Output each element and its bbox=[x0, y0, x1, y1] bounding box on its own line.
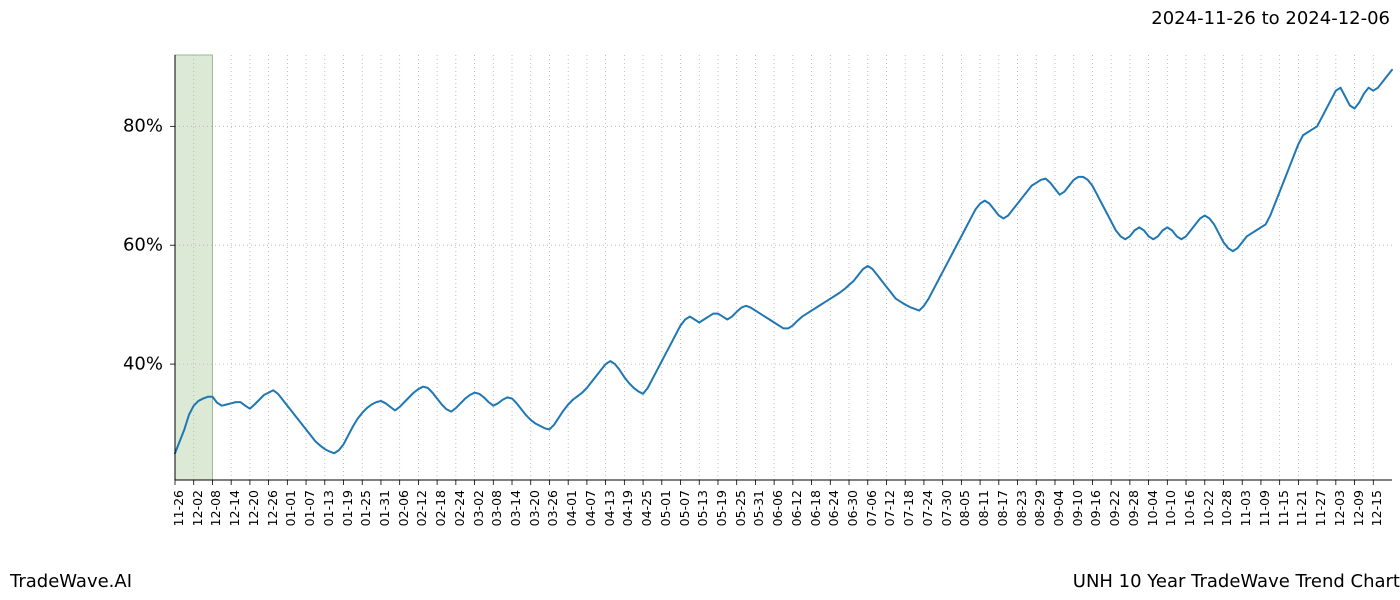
x-tick-label: 10-16 bbox=[1182, 490, 1197, 526]
x-tick-label: 10-04 bbox=[1145, 490, 1160, 526]
x-tick-label: 04-19 bbox=[620, 490, 635, 526]
x-tick-label: 03-14 bbox=[508, 490, 523, 526]
x-tick-label: 02-18 bbox=[433, 490, 448, 526]
x-tick-label: 11-27 bbox=[1313, 490, 1328, 526]
x-tick-label: 03-08 bbox=[489, 490, 504, 526]
x-tick-label: 06-18 bbox=[808, 490, 823, 526]
x-tick-label: 05-31 bbox=[751, 490, 766, 526]
x-tick-label: 09-16 bbox=[1088, 490, 1103, 526]
x-tick-label: 12-26 bbox=[265, 490, 280, 526]
x-tick-label: 04-07 bbox=[583, 490, 598, 526]
x-tick-label: 05-25 bbox=[733, 490, 748, 526]
x-tick-label: 09-04 bbox=[1051, 490, 1066, 526]
x-tick-label: 06-24 bbox=[826, 490, 841, 526]
x-tick-label: 01-13 bbox=[321, 490, 336, 526]
x-tick-label: 03-02 bbox=[471, 490, 486, 526]
x-tick-label: 01-19 bbox=[340, 490, 355, 526]
x-tick-label: 01-01 bbox=[283, 490, 298, 526]
x-tick-label: 09-28 bbox=[1126, 490, 1141, 526]
x-tick-label: 05-19 bbox=[714, 490, 729, 526]
x-tick-label: 10-28 bbox=[1219, 490, 1234, 526]
x-tick-label: 07-24 bbox=[920, 490, 935, 526]
x-tick-label: 06-06 bbox=[770, 490, 785, 526]
x-tick-label: 12-20 bbox=[246, 490, 261, 526]
x-tick-label: 01-31 bbox=[377, 490, 392, 526]
x-tick-label: 11-03 bbox=[1238, 490, 1253, 526]
y-tick-label: 80% bbox=[115, 116, 163, 137]
x-tick-label: 12-02 bbox=[190, 490, 205, 526]
x-tick-label: 05-13 bbox=[695, 490, 710, 526]
x-tick-label: 10-22 bbox=[1201, 490, 1216, 526]
x-tick-label: 12-09 bbox=[1351, 490, 1366, 526]
x-tick-label: 03-20 bbox=[527, 490, 542, 526]
y-tick-label: 40% bbox=[115, 354, 163, 375]
x-tick-label: 11-26 bbox=[171, 490, 186, 526]
x-tick-label: 09-10 bbox=[1070, 490, 1085, 526]
x-tick-label: 07-12 bbox=[882, 490, 897, 526]
x-tick-label: 09-22 bbox=[1107, 490, 1122, 526]
x-tick-label: 05-07 bbox=[677, 490, 692, 526]
x-tick-label: 08-17 bbox=[995, 490, 1010, 526]
y-tick-label: 60% bbox=[115, 235, 163, 256]
x-tick-label: 02-06 bbox=[396, 490, 411, 526]
x-tick-label: 11-15 bbox=[1276, 490, 1291, 526]
x-tick-label: 08-23 bbox=[1014, 490, 1029, 526]
x-tick-label: 06-12 bbox=[789, 490, 804, 526]
x-tick-label: 08-11 bbox=[976, 490, 991, 526]
x-tick-label: 05-01 bbox=[658, 490, 673, 526]
x-tick-label: 08-29 bbox=[1032, 490, 1047, 526]
x-tick-label: 12-03 bbox=[1332, 490, 1347, 526]
x-tick-label: 12-15 bbox=[1369, 490, 1384, 526]
x-tick-label: 01-25 bbox=[358, 490, 373, 526]
x-tick-label: 10-10 bbox=[1163, 490, 1178, 526]
x-tick-label: 11-21 bbox=[1294, 490, 1309, 526]
x-tick-label: 02-24 bbox=[452, 490, 467, 526]
x-tick-label: 11-09 bbox=[1257, 490, 1272, 526]
x-tick-label: 07-30 bbox=[939, 490, 954, 526]
x-tick-label: 07-06 bbox=[864, 490, 879, 526]
x-tick-label: 12-08 bbox=[208, 490, 223, 526]
x-tick-label: 01-07 bbox=[302, 490, 317, 526]
x-tick-label: 12-14 bbox=[227, 490, 242, 526]
x-tick-label: 08-05 bbox=[957, 490, 972, 526]
x-tick-label: 07-18 bbox=[901, 490, 916, 526]
x-tick-label: 04-13 bbox=[602, 490, 617, 526]
x-tick-label: 04-25 bbox=[639, 490, 654, 526]
x-tick-label: 04-01 bbox=[564, 490, 579, 526]
x-tick-label: 06-30 bbox=[845, 490, 860, 526]
x-tick-label: 03-26 bbox=[545, 490, 560, 526]
x-tick-label: 02-12 bbox=[414, 490, 429, 526]
